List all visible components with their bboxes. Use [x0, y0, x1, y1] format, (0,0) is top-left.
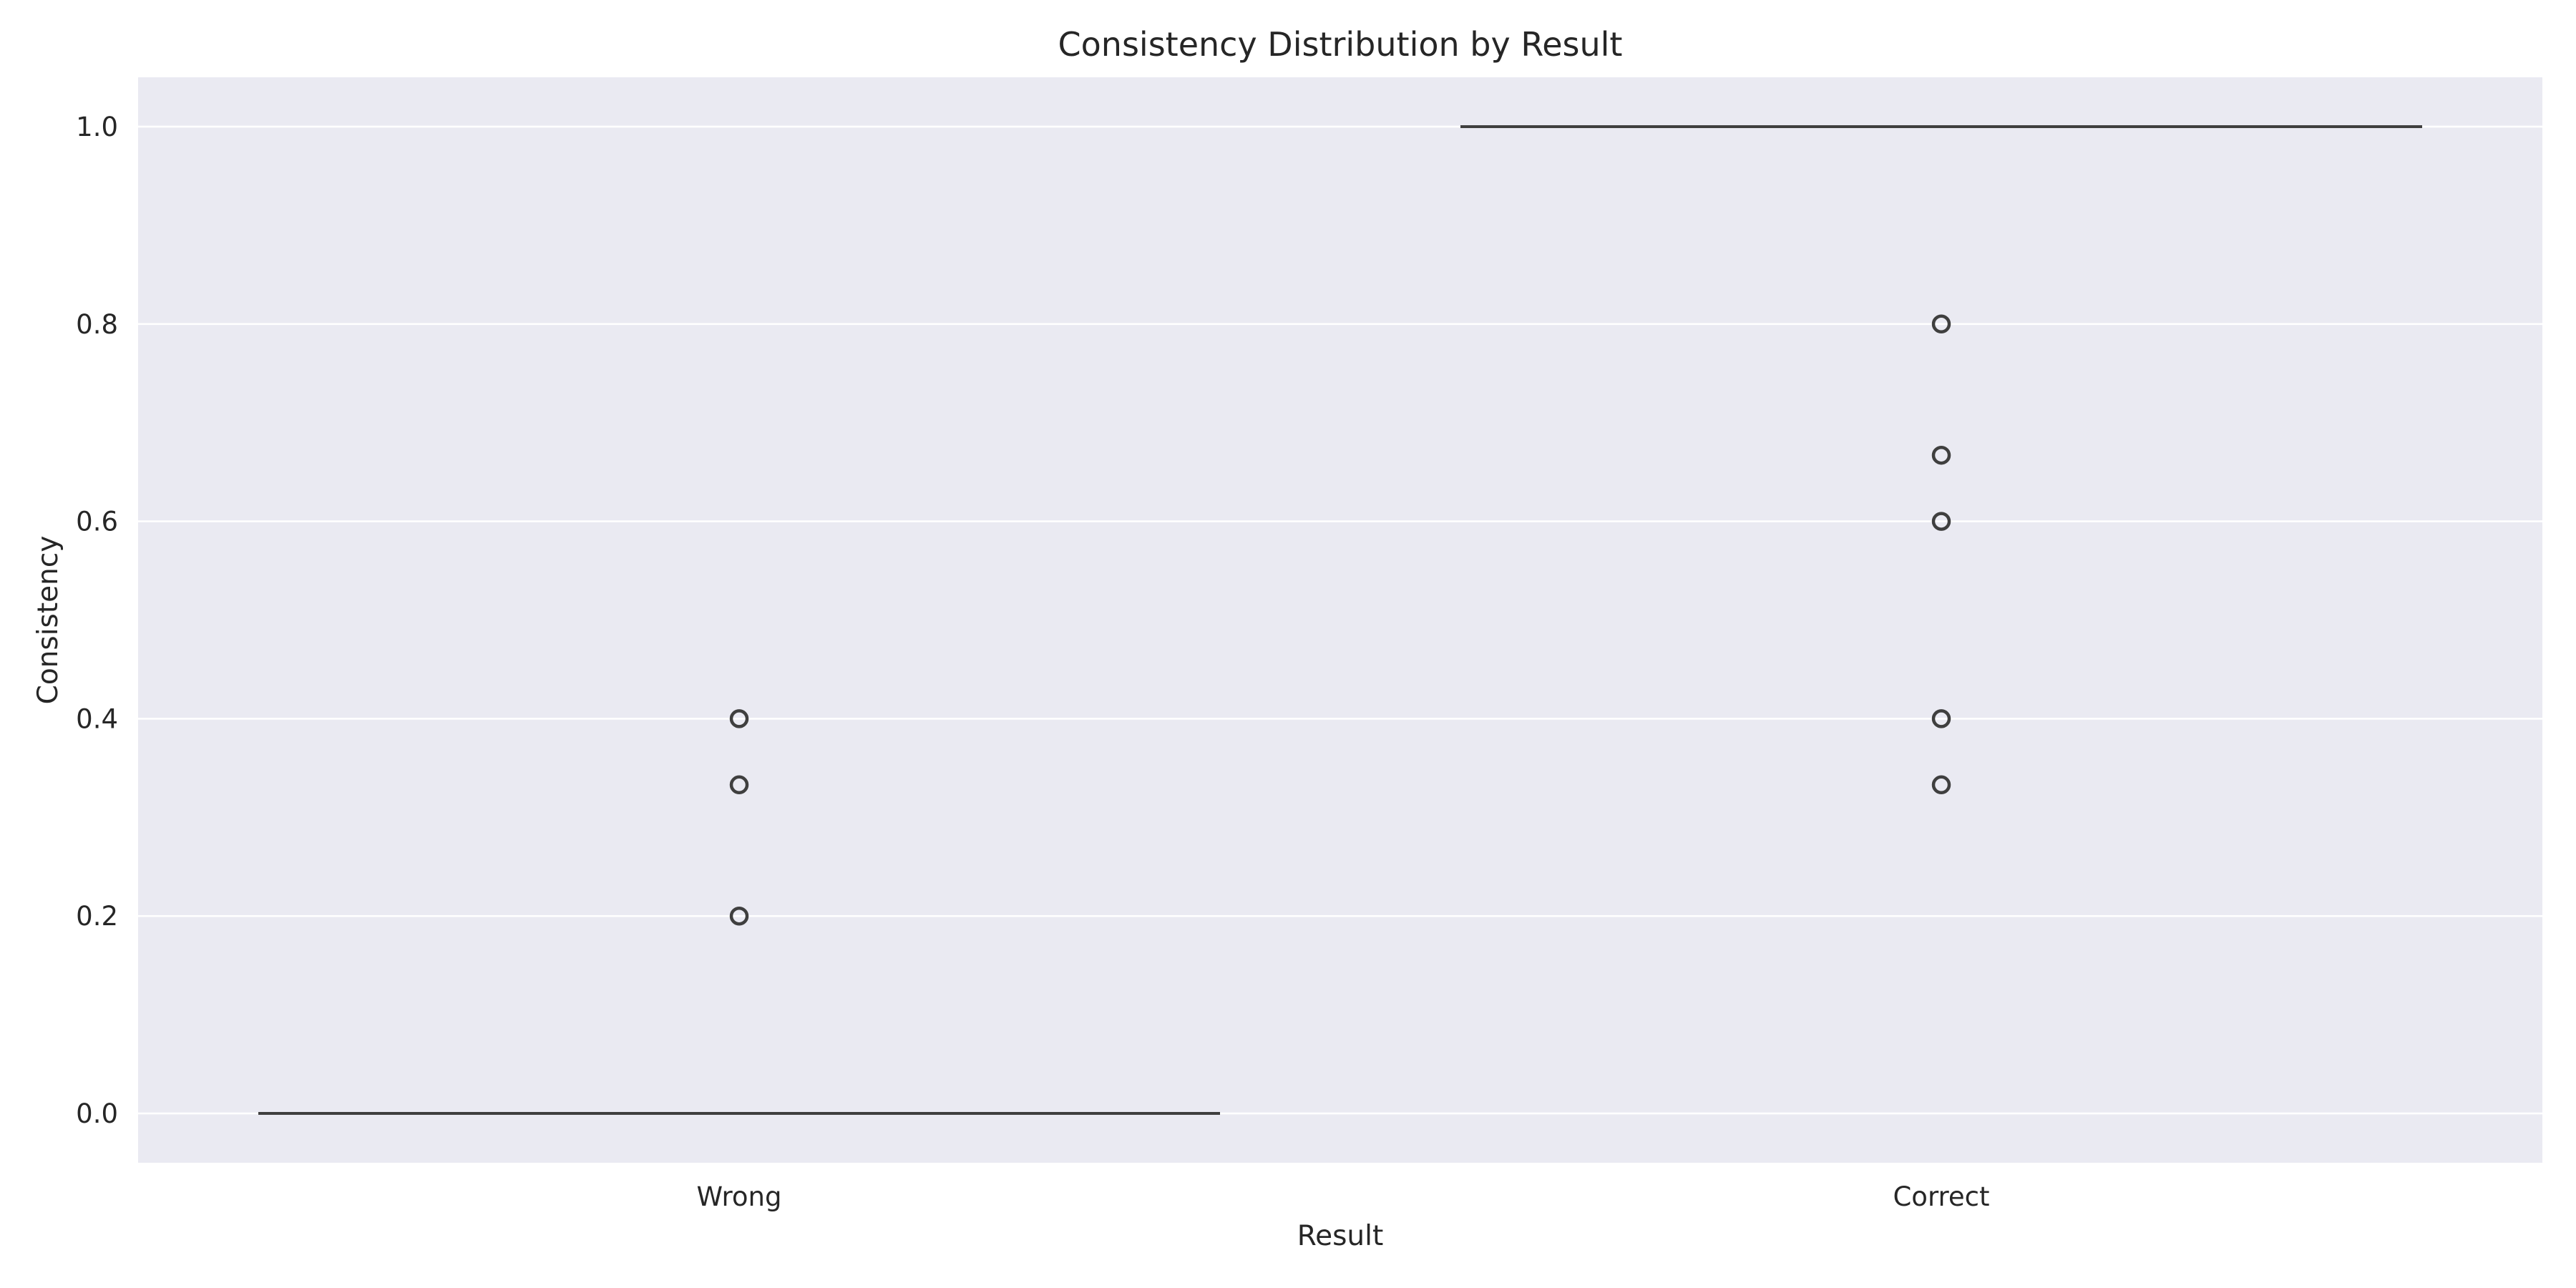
y-tick-label: 0.4	[76, 703, 118, 734]
gridlines	[138, 125, 2542, 1115]
y-axis-label: Consistency	[32, 536, 64, 705]
y-tick-label: 0.6	[76, 507, 118, 537]
outliers	[729, 314, 1951, 926]
y-tick-label: 1.0	[76, 112, 118, 142]
y-tick-label: 0.8	[76, 309, 118, 340]
chart-title: Consistency Distribution by Result	[1058, 25, 1623, 64]
outlier-point-correct	[1931, 314, 1951, 334]
y-tick-labels: 0.0 0.2 0.4 0.6 0.8 1.0	[76, 112, 118, 1129]
outlier-point-wrong	[729, 775, 749, 795]
outlier-point-wrong	[729, 906, 749, 926]
outlier-point-correct	[1931, 512, 1951, 531]
outlier-point-correct	[1931, 709, 1951, 728]
boxes	[258, 125, 2422, 1116]
outlier-point-correct	[1931, 445, 1951, 465]
y-tick-label: 0.0	[76, 1098, 118, 1129]
x-axis-label: Result	[1297, 1220, 1384, 1252]
x-tick-label: Wrong	[697, 1181, 782, 1212]
y-tick-label: 0.2	[76, 901, 118, 932]
x-tick-labels: Wrong Correct	[697, 1181, 1990, 1212]
plot-area	[138, 77, 2542, 1163]
x-tick-label: Correct	[1893, 1181, 1989, 1212]
outlier-point-correct	[1931, 775, 1951, 795]
outlier-point-wrong	[729, 709, 749, 728]
